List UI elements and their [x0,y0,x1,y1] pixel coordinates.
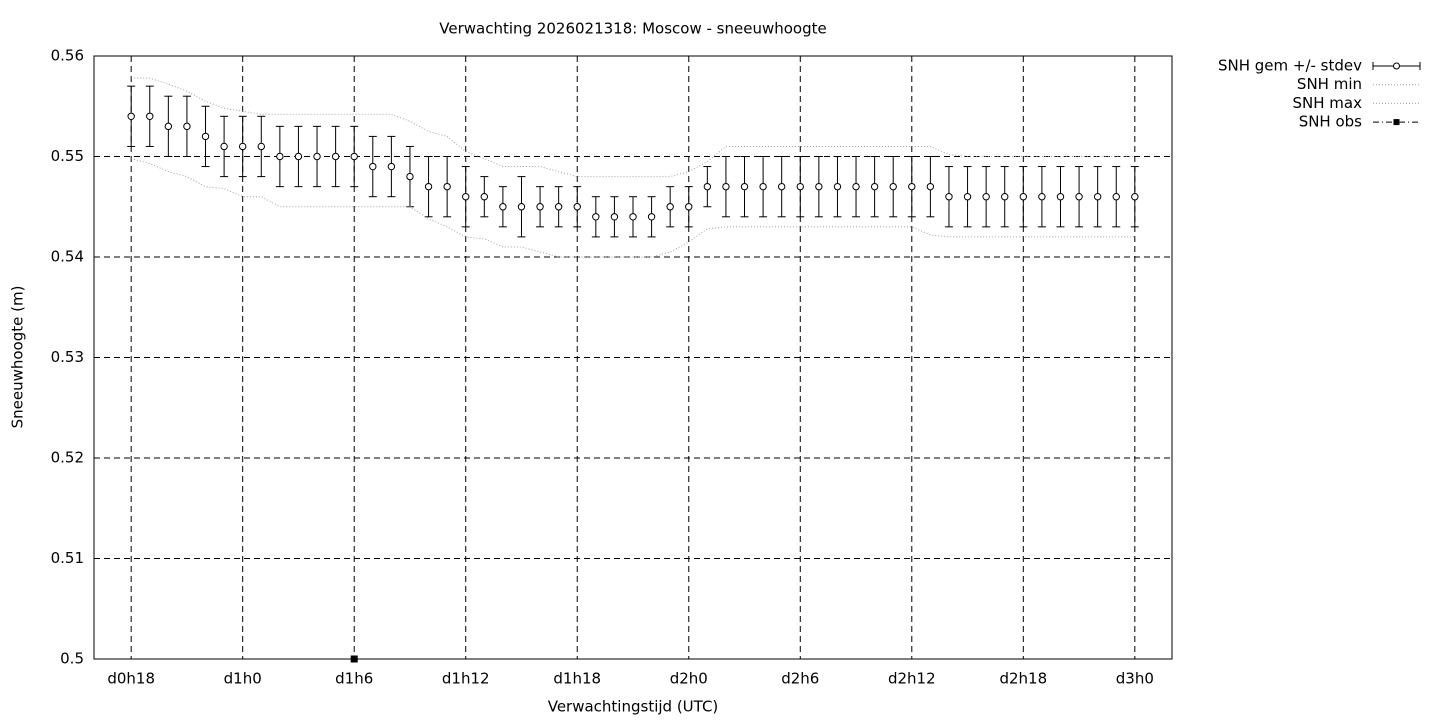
mean-point [276,152,284,161]
mean-point [443,182,451,191]
mean-point [908,182,916,191]
mean-point [201,132,210,141]
mean-point [852,182,860,191]
x-tick-label: d3h0 [1116,670,1154,688]
x-tick-label: d1h12 [442,670,490,688]
mean-point [926,182,935,191]
y-tick-label: 0.5 [60,650,84,668]
y-tick-label: 0.51 [51,549,84,567]
legend-label: SNH obs [1299,113,1362,131]
mean-point [1131,193,1139,201]
x-tick-label: d0h18 [107,670,155,688]
mean-point [592,213,600,221]
mean-point [369,162,377,171]
mean-point [703,182,712,191]
mean-point [1001,193,1009,201]
mean-point [127,112,135,121]
legend-label: SNH min [1297,75,1362,93]
mean-point [796,182,804,191]
mean-point [1056,193,1065,201]
y-tick-label: 0.53 [51,348,84,366]
mean-point [350,152,358,161]
mean-point [610,213,619,221]
y-tick-label: 0.56 [51,47,84,65]
y-tick-label: 0.52 [51,449,84,467]
mean-point [257,142,265,151]
mean-point [536,203,544,211]
mean-point [517,203,526,211]
legend-label: SNH gem +/- stdev [1218,57,1362,75]
y-axis-label: Sneeuwhoogte (m) [9,286,27,429]
mean-point [406,172,414,181]
x-tick-label: d1h0 [224,670,262,688]
mean-point [889,182,897,191]
mean-point [982,193,990,201]
mean-point [1112,193,1120,201]
mean-point [331,152,340,161]
mean-point [424,182,433,191]
legend-sample [1393,119,1400,126]
chart-title: Verwachting 2026021318: Moscow - sneeuwh… [439,20,826,38]
mean-point [759,182,767,191]
x-tick-label: d2h0 [670,670,708,688]
x-tick-label: d2h12 [888,670,936,688]
mean-point [480,193,489,201]
mean-point [573,203,581,211]
mean-point [945,193,953,201]
x-tick-label: d2h6 [781,670,819,688]
obs-point [350,655,358,663]
mean-point [164,122,173,131]
mean-point [313,152,321,161]
legend-label: SNH max [1293,94,1363,112]
mean-point [833,182,842,191]
mean-point [462,193,470,201]
mean-point [722,182,730,191]
mean-point [777,182,786,191]
mean-point [499,203,507,211]
range-line [131,77,1135,178]
mean-point [963,193,972,201]
mean-point [1019,193,1028,201]
mean-point [1093,193,1102,201]
mean-point [666,203,674,211]
mean-point [629,213,637,221]
x-axis-label: Verwachtingstijd (UTC) [548,698,719,716]
y-tick-label: 0.54 [51,248,84,266]
mean-point [183,122,191,131]
legend-sample [1393,62,1400,70]
mean-point [1038,193,1046,201]
y-tick-label: 0.55 [51,147,84,165]
mean-point [1075,193,1083,201]
mean-point [554,203,563,211]
mean-point [146,112,154,121]
range-line [131,158,1135,258]
mean-point [740,182,749,191]
x-tick-label: d1h18 [553,670,601,688]
mean-point [647,213,656,221]
mean-point [294,152,303,161]
mean-point [238,142,247,151]
mean-point [870,182,879,191]
x-tick-label: d2h18 [999,670,1047,688]
mean-point [220,142,228,151]
mean-point [685,203,693,211]
x-tick-label: d1h6 [335,670,373,688]
mean-point [815,182,823,191]
mean-point [387,162,396,171]
